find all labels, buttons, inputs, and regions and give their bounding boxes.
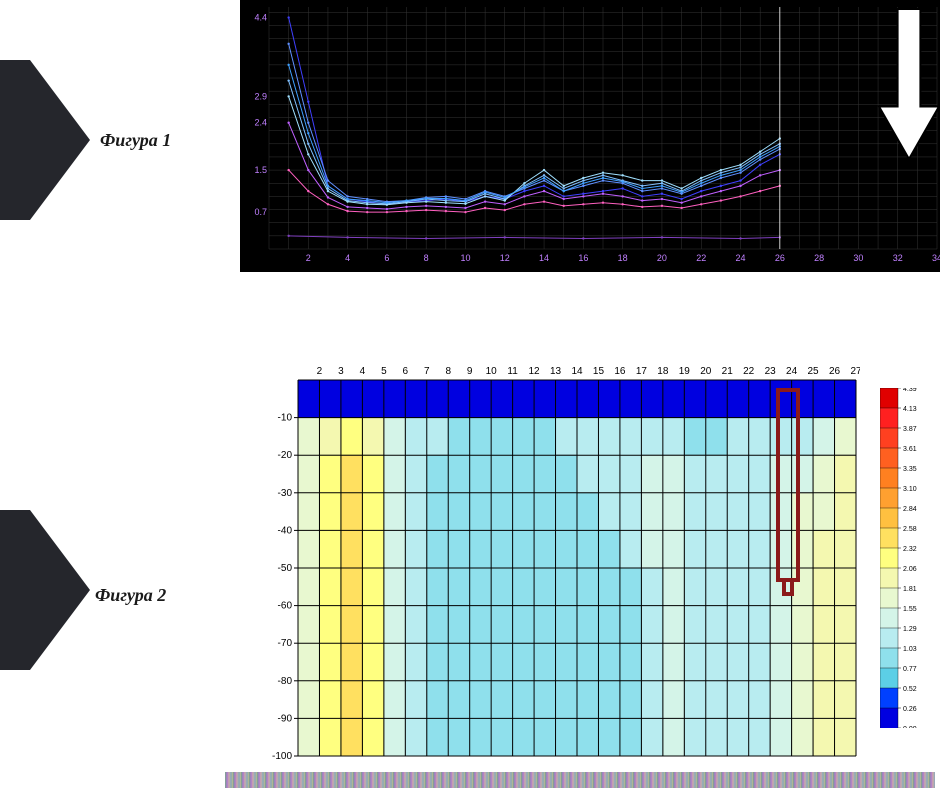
svg-text:-20: -20 [278,450,293,461]
decor-arrow-1 [0,60,90,220]
svg-text:13: 13 [550,366,562,377]
figure-1-label: Фигура 1 [100,130,171,151]
svg-text:20: 20 [700,366,712,377]
svg-text:-100: -100 [272,751,292,760]
svg-text:17: 17 [636,366,648,377]
svg-text:12: 12 [529,366,541,377]
svg-text:23: 23 [765,366,777,377]
svg-text:3: 3 [338,366,344,377]
heatmap-legend: 4.39 4.13 3.87 3.61 3.35 3.10 2.84 2.58 2.32 2.06… [880,388,936,728]
svg-text:1.55: 1.55 [903,606,917,613]
svg-text:-80: -80 [278,676,293,687]
svg-text:2.84: 2.84 [903,506,917,513]
heatmap-chart: 2345678910111213141516171819202122232425… [260,360,860,760]
line-chart: 0.71.52.42.94.42468101214161820222426283… [240,0,940,272]
svg-text:2.58: 2.58 [903,526,917,533]
figure-2-label: Фигура 2 [95,585,166,606]
line-chart-svg: 0.71.52.42.94.42468101214161820222426283… [241,1,940,271]
svg-text:4: 4 [360,366,366,377]
svg-text:3.35: 3.35 [903,466,917,473]
svg-text:19: 19 [679,366,691,377]
svg-text:16: 16 [578,253,588,263]
heatmap-svg: 2345678910111213141516171819202122232425… [260,360,860,760]
svg-text:6: 6 [384,253,389,263]
svg-text:1.03: 1.03 [903,646,917,653]
svg-text:4.39: 4.39 [903,388,917,393]
legend-svg: 4.39 4.13 3.87 3.61 3.35 3.10 2.84 2.58 2.32 2.06… [880,388,936,728]
svg-text:2.9: 2.9 [254,91,267,101]
svg-text:0.7: 0.7 [254,207,267,217]
svg-text:10: 10 [486,366,498,377]
svg-text:0.52: 0.52 [903,686,917,693]
svg-text:15: 15 [593,366,605,377]
svg-text:32: 32 [893,253,903,263]
svg-text:3.10: 3.10 [903,486,917,493]
svg-text:-60: -60 [278,601,293,612]
svg-text:11: 11 [507,366,518,377]
svg-text:24: 24 [736,253,746,263]
svg-text:22: 22 [696,253,706,263]
svg-text:-30: -30 [278,488,293,499]
svg-text:2: 2 [306,253,311,263]
svg-text:-70: -70 [278,638,293,649]
svg-text:9: 9 [467,366,473,377]
svg-text:2: 2 [317,366,323,377]
svg-text:34: 34 [932,253,940,263]
svg-text:26: 26 [775,253,785,263]
svg-text:18: 18 [618,253,628,263]
svg-text:21: 21 [722,366,734,377]
svg-text:2.4: 2.4 [254,118,267,128]
svg-text:18: 18 [657,366,669,377]
svg-text:0.26: 0.26 [903,706,917,713]
svg-text:-50: -50 [278,563,293,574]
svg-text:1.5: 1.5 [254,165,267,175]
svg-text:8: 8 [445,366,451,377]
svg-text:25: 25 [808,366,820,377]
svg-text:30: 30 [853,253,863,263]
svg-text:3.87: 3.87 [903,426,917,433]
svg-text:2.06: 2.06 [903,566,917,573]
svg-text:20: 20 [657,253,667,263]
svg-text:4.13: 4.13 [903,406,917,413]
svg-text:26: 26 [829,366,841,377]
svg-text:28: 28 [814,253,824,263]
svg-text:-40: -40 [278,525,293,536]
svg-text:6: 6 [403,366,409,377]
svg-text:0.77: 0.77 [903,666,917,673]
svg-text:5: 5 [381,366,387,377]
svg-text:14: 14 [539,253,549,263]
svg-text:22: 22 [743,366,755,377]
svg-text:8: 8 [424,253,429,263]
decor-arrow-2 [0,510,90,670]
svg-text:14: 14 [571,366,583,377]
noise-strip [225,772,935,788]
svg-text:1.29: 1.29 [903,626,917,633]
svg-text:12: 12 [500,253,510,263]
svg-text:3.61: 3.61 [903,446,917,453]
svg-text:27: 27 [850,366,860,377]
svg-text:0.00: 0.00 [903,726,917,728]
arrow-marker-icon [879,9,939,159]
svg-text:1.81: 1.81 [903,586,917,593]
svg-text:4: 4 [345,253,350,263]
page: Фигура 1 Фигура 2 0.71.52.42.94.42468101… [0,0,940,788]
svg-text:10: 10 [460,253,470,263]
svg-text:4.4: 4.4 [254,13,267,23]
svg-text:2.32: 2.32 [903,546,917,553]
svg-text:-10: -10 [278,413,293,424]
svg-text:-90: -90 [278,713,293,724]
svg-text:24: 24 [786,366,798,377]
svg-text:16: 16 [614,366,626,377]
svg-text:7: 7 [424,366,430,377]
